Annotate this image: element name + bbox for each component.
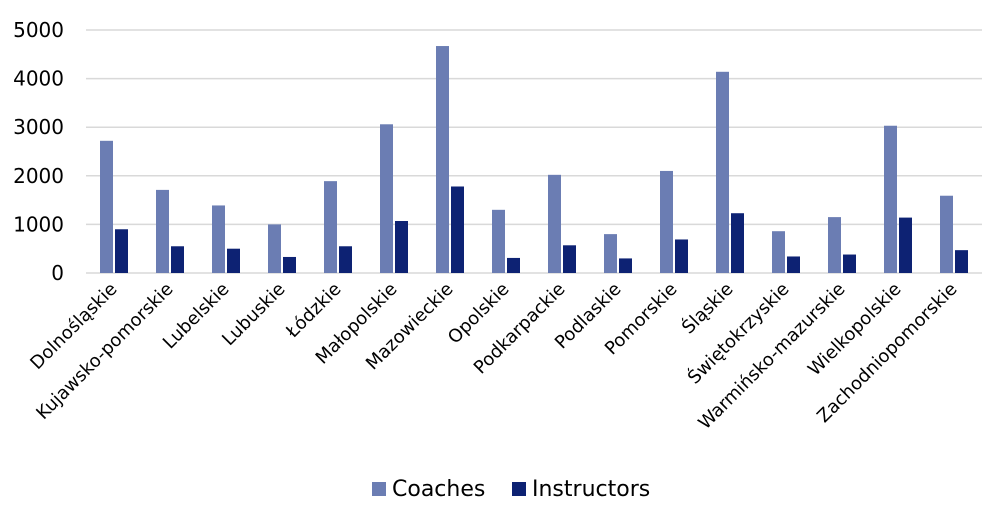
y-tick-label: 3000 [13,115,64,139]
bar-coaches-8 [548,174,561,273]
legend: Coaches Instructors [372,477,650,502]
legend-label-instructors: Instructors [532,477,650,502]
bar-instructors-10 [675,239,688,273]
bar-instructors-9 [619,258,632,273]
y-axis-tick-labels: 0 1000 2000 3000 4000 5000 [13,18,64,285]
bar-coaches-10 [660,170,673,273]
y-tick-label: 1000 [13,212,64,236]
y-tick-label: 4000 [13,67,64,91]
bar-instructors-5 [395,220,408,273]
bar-coaches-9 [604,234,617,273]
y-tick-label: 0 [51,261,64,285]
bar-coaches-2 [212,205,225,273]
bar-instructors-12 [787,256,800,273]
bar-instructors-15 [955,250,968,273]
bar-instructors-4 [339,246,352,273]
bar-coaches-4 [324,181,337,273]
bar-coaches-7 [492,209,505,273]
bar-coaches-5 [380,124,393,273]
bar-instructors-7 [507,257,520,273]
legend-swatch-instructors [512,482,526,496]
bar-coaches-15 [940,195,953,273]
bar-instructors-0 [115,229,128,273]
bar-coaches-6 [436,46,449,274]
bar-coaches-11 [716,71,729,274]
bar-instructors-11 [731,213,744,273]
bar-coaches-13 [828,217,841,273]
bar-instructors-2 [227,248,240,273]
bar-coaches-12 [772,231,785,273]
bar-coaches-1 [156,189,169,273]
x-axis-category-labels: DolnośląskieKujawsko-pomorskieLubelskieL… [26,278,961,434]
bar-instructors-6 [451,186,464,273]
bar-coaches-3 [268,224,281,273]
bar-instructors-1 [171,246,184,273]
bar-instructors-14 [899,217,912,273]
y-tick-label: 5000 [13,18,64,42]
bar-coaches-14 [884,125,897,273]
bars [100,46,968,274]
bar-instructors-13 [843,254,856,273]
legend-label-coaches: Coaches [392,477,485,502]
bar-instructors-3 [283,256,296,273]
legend-swatch-coaches [372,482,386,496]
bar-coaches-0 [100,140,113,273]
bar-instructors-8 [563,245,576,273]
category-label: Świętokrzyskie [683,278,793,388]
y-tick-label: 2000 [13,164,64,188]
